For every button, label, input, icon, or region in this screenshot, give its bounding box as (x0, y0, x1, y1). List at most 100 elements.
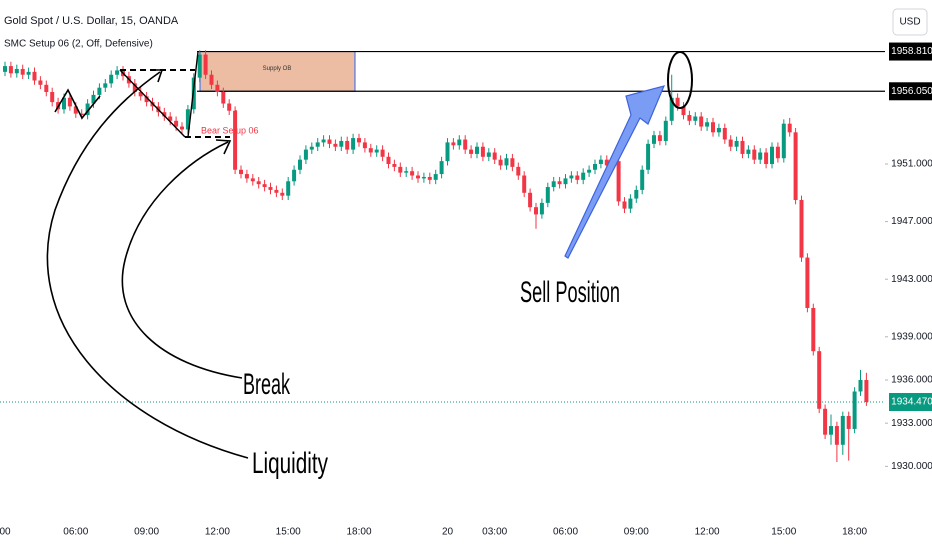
candle-body (280, 192, 285, 196)
candle-body (557, 181, 562, 185)
candle-body (864, 379, 869, 403)
candle-body (669, 97, 674, 121)
candle-body (829, 426, 833, 435)
arrow-head (150, 69, 164, 83)
candle-body (640, 169, 645, 190)
candle-body (374, 149, 379, 153)
candle-body (604, 159, 609, 166)
candle-body (333, 143, 338, 147)
candle-body (675, 97, 680, 107)
bear-setup-label: Bear Setup 06 (201, 125, 259, 135)
liquidity-arrow (46, 71, 249, 459)
x-tick-label: 00 (0, 527, 11, 538)
candle-body (811, 307, 816, 352)
candle-body (73, 106, 78, 114)
x-tick-label: 09:00 (134, 527, 159, 538)
level-box (889, 82, 932, 101)
x-tick-label: 15:00 (771, 527, 796, 538)
candle-body (351, 138, 356, 150)
candle-body (628, 198, 633, 209)
candle-body (421, 176, 426, 179)
candle-body (634, 189, 639, 199)
candle-body (85, 103, 90, 116)
highlight-circle (667, 51, 693, 109)
candle-body (115, 70, 120, 75)
candle-body (32, 71, 37, 81)
candle-body (162, 112, 167, 117)
candle-body (545, 187, 550, 203)
y-tick-label: 1939.000 (891, 331, 932, 342)
candle-body (834, 426, 839, 445)
candle-body (185, 109, 190, 130)
candle-body (132, 83, 137, 93)
candle-body (823, 408, 828, 435)
labels: Gold Spot / U.S. Dollar, 15, OANDA SMC S… (4, 8, 928, 480)
x-tick-label: 12:00 (205, 527, 230, 538)
last-price-label: 1934.470 (891, 397, 932, 408)
candle-body (67, 97, 72, 107)
candle-body (451, 142, 456, 146)
candle-body (846, 415, 851, 429)
candle-body (469, 149, 474, 154)
candle-body (598, 159, 603, 165)
chart-title: Gold Spot / U.S. Dollar, 15, OANDA (4, 15, 179, 27)
candle-body (262, 184, 267, 188)
sell-arrow (564, 85, 666, 259)
candle-body (817, 351, 822, 409)
candle-body (26, 71, 31, 75)
candle-body (746, 149, 751, 154)
candle-body (268, 187, 273, 190)
candle-body (616, 161, 621, 202)
currency-label[interactable]: USD (899, 17, 920, 28)
candle-body (345, 140, 350, 150)
candle-body (215, 84, 220, 93)
candle-body (793, 132, 798, 200)
candle-body (357, 138, 361, 143)
candle-body (79, 113, 84, 116)
x-tick-label: 18:00 (842, 527, 867, 538)
candle-body (534, 207, 538, 215)
candle-body (693, 116, 698, 121)
candle-body (699, 116, 704, 127)
candle-body (522, 175, 527, 193)
candle-body (380, 149, 385, 157)
candle-body (298, 159, 302, 170)
candle-body (103, 83, 108, 88)
annotation: Liquidity (252, 447, 328, 480)
level-label: 1958.810 (891, 46, 932, 57)
candle-body (805, 257, 810, 308)
candle-body (427, 176, 432, 180)
candle-body (758, 152, 763, 160)
drawings (46, 51, 693, 459)
candle-body (386, 156, 391, 165)
x-tick-label: 06:00 (553, 527, 578, 538)
candle-body (256, 181, 261, 185)
candle-body (504, 158, 509, 166)
level-label: 1956.050 (891, 86, 932, 97)
indicator-label: SMC Setup 06 (2, Off, Defensive) (4, 39, 153, 50)
last-price-box (889, 393, 932, 412)
candle-body (516, 166, 521, 176)
y-tick-label: 1936.000 (891, 375, 932, 386)
candle-body (439, 161, 444, 175)
candle-body (681, 106, 686, 116)
candle-body (711, 122, 715, 133)
candle-body (144, 96, 149, 103)
candle-body (38, 80, 43, 85)
candle-body (457, 139, 462, 146)
candle-body (722, 128, 727, 140)
zigzag (54, 88, 101, 120)
candle-body (539, 202, 544, 215)
candle-body (14, 68, 19, 74)
candle-body (138, 92, 143, 97)
candle-body (799, 199, 804, 258)
candle-body (740, 140, 745, 154)
candle-body (575, 175, 580, 180)
arrow-head (215, 139, 232, 155)
currency-box[interactable] (892, 8, 928, 36)
y-tick-label: 1943.000 (891, 274, 932, 285)
candle-body (62, 97, 66, 110)
candle-body (274, 189, 279, 193)
candle-body (652, 135, 656, 144)
